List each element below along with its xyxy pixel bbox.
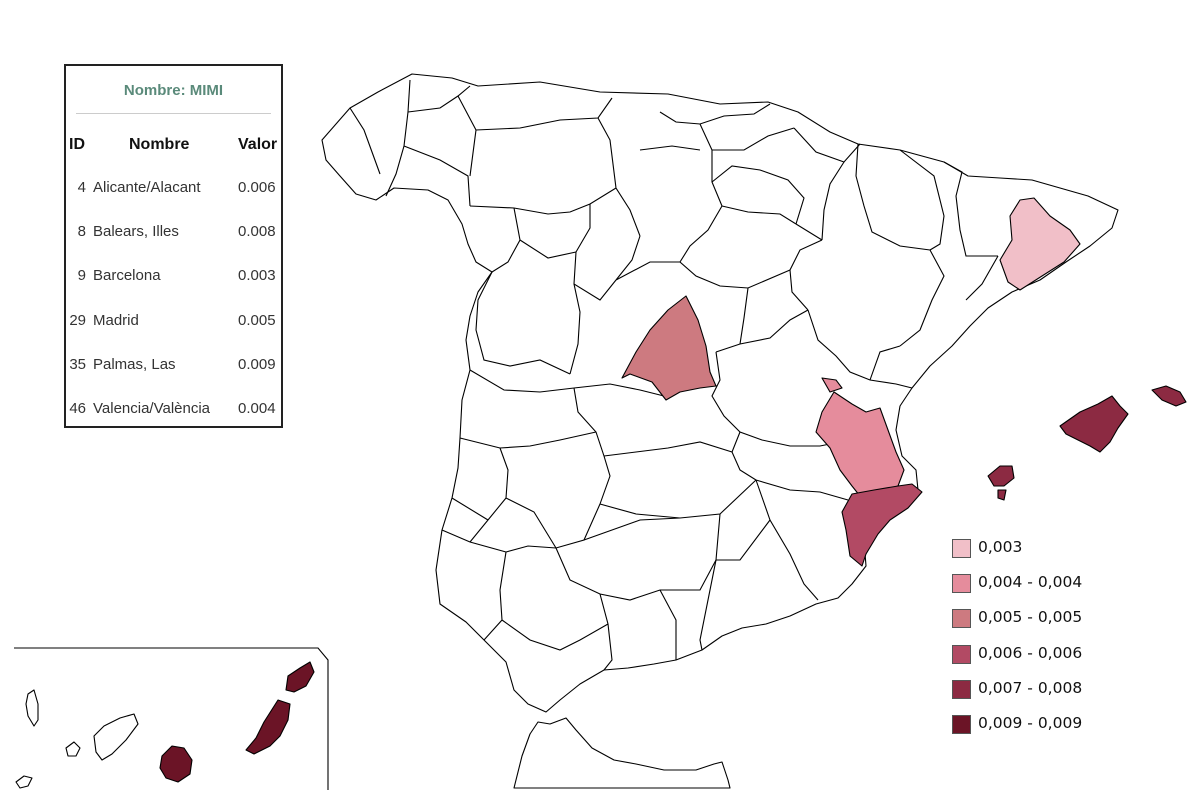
row-id: 9 <box>77 267 86 284</box>
legend-item: 0,007 - 0,008 <box>950 677 1150 701</box>
row-value: 0.008 <box>238 223 276 240</box>
island-formentera <box>997 489 1007 501</box>
peninsula-outline <box>321 73 1119 713</box>
island-tenerife <box>93 713 139 761</box>
legend-label: 0,004 - 0,004 <box>978 573 1083 591</box>
legend-swatch <box>952 539 971 558</box>
legend-swatch <box>952 680 971 699</box>
header-id: ID <box>69 136 85 153</box>
legend-swatch <box>952 715 971 734</box>
row-value: 0.009 <box>238 356 276 373</box>
canary-inset-frame <box>14 647 329 790</box>
ceuta-coast <box>513 717 731 789</box>
info-panel-separator <box>76 113 271 114</box>
legend-label: 0,005 - 0,005 <box>978 608 1083 626</box>
info-panel-title: Nombre: MIMI <box>123 82 224 99</box>
island-fuerteventura <box>245 699 291 755</box>
table-row: 9 Barcelona 0.003 <box>66 267 281 289</box>
island-la-palma <box>25 689 39 727</box>
legend-item: 0,003 <box>950 536 1150 560</box>
legend-swatch <box>952 609 971 628</box>
province-barcelona <box>999 197 1081 291</box>
header-value: Valor <box>238 136 278 153</box>
island-gomera <box>65 741 81 757</box>
legend-item: 0,006 - 0,006 <box>950 642 1150 666</box>
row-id: 4 <box>77 179 86 196</box>
info-panel: Nombre: MIMI ID Nombre Valor 4 Alicante/… <box>64 64 283 428</box>
row-value: 0.004 <box>238 400 276 417</box>
province-madrid <box>621 295 717 401</box>
island-ibiza <box>987 465 1015 487</box>
row-name: Palmas, Las <box>93 356 176 373</box>
row-id: 29 <box>69 312 86 329</box>
table-row: 8 Balears, Illes 0.008 <box>66 223 281 245</box>
legend-label: 0,006 - 0,006 <box>978 644 1083 662</box>
table-row: 46 Valencia/València 0.004 <box>66 400 281 422</box>
row-id: 46 <box>69 400 86 417</box>
legend-label: 0,007 - 0,008 <box>978 679 1083 697</box>
row-name: Valencia/València <box>93 400 211 417</box>
province-valencia-enclave <box>821 377 843 393</box>
legend-item: 0,005 - 0,005 <box>950 606 1150 630</box>
island-lanzarote <box>285 661 315 693</box>
row-name: Alicante/Alacant <box>93 179 201 196</box>
row-name: Barcelona <box>93 267 161 284</box>
province-borders <box>349 79 999 671</box>
island-mallorca <box>1059 395 1129 453</box>
table-row: 29 Madrid 0.005 <box>66 312 281 334</box>
row-value: 0.005 <box>238 312 276 329</box>
row-value: 0.003 <box>238 267 276 284</box>
legend-label: 0,009 - 0,009 <box>978 714 1083 732</box>
header-name: Nombre <box>129 136 190 153</box>
island-hierro <box>15 775 33 789</box>
table-row: 35 Palmas, Las 0.009 <box>66 356 281 378</box>
legend-swatch <box>952 645 971 664</box>
legend-item: 0,009 - 0,009 <box>950 712 1150 736</box>
table-row: 4 Alicante/Alacant 0.006 <box>66 179 281 201</box>
island-menorca <box>1151 385 1187 407</box>
island-gran-canaria <box>159 745 193 783</box>
legend-label: 0,003 <box>978 538 1023 556</box>
province-alicante <box>841 483 923 567</box>
row-name: Madrid <box>93 312 139 329</box>
row-id: 35 <box>69 356 86 373</box>
row-id: 8 <box>77 223 86 240</box>
legend-swatch <box>952 574 971 593</box>
row-value: 0.006 <box>238 179 276 196</box>
row-name: Balears, Illes <box>93 223 179 240</box>
legend-item: 0,004 - 0,004 <box>950 571 1150 595</box>
